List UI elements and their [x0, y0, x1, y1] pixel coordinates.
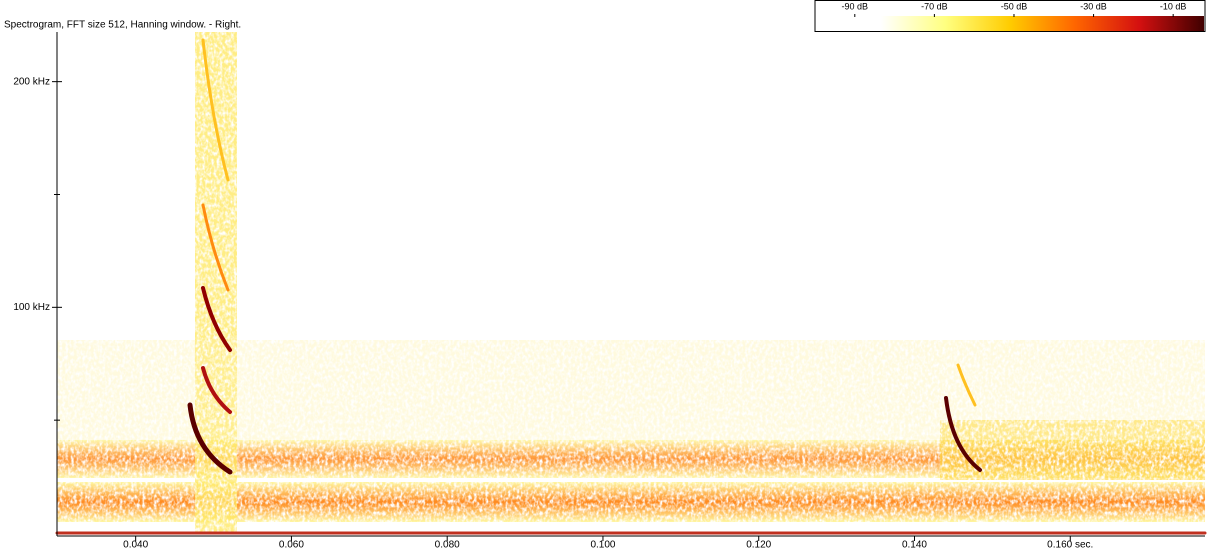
- x-tick-label: 0.080: [435, 540, 460, 551]
- colorbar-tick-label: -90 dB: [842, 1, 869, 11]
- x-tick-label: 0.160 sec.: [1047, 540, 1093, 551]
- colorbar-tick-label: -50 dB: [1001, 1, 1028, 11]
- colorbar-tick-label: -30 dB: [1080, 1, 1107, 11]
- x-tick-label: 0.040: [123, 540, 148, 551]
- colorbar: [816, 16, 1204, 31]
- y-tick-label: 100 kHz: [13, 302, 50, 313]
- chart: Spectrogram, FFT size 512, Hanning windo…: [0, 0, 1207, 552]
- colorbar-tick-label: -10 dB: [1160, 1, 1187, 11]
- x-tick-label: 0.100: [590, 540, 615, 551]
- spectrogram-image: [57, 32, 1205, 532]
- y-tick-label: 200 kHz: [13, 76, 50, 87]
- x-tick-label: 0.140: [902, 540, 927, 551]
- chart-title: Spectrogram, FFT size 512, Hanning windo…: [4, 20, 241, 31]
- colorbar-tick-label: -70 dB: [921, 1, 948, 11]
- x-tick-label: 0.120: [746, 540, 771, 551]
- x-tick-label: 0.060: [279, 540, 304, 551]
